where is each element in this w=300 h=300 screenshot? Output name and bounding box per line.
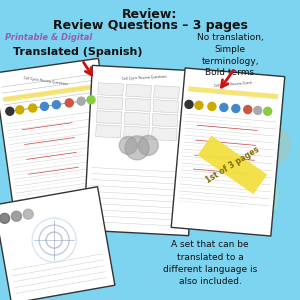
Polygon shape: [126, 84, 152, 98]
Circle shape: [222, 167, 278, 223]
Circle shape: [77, 97, 85, 105]
Polygon shape: [0, 58, 121, 232]
Circle shape: [119, 136, 137, 154]
Polygon shape: [154, 86, 179, 99]
Circle shape: [45, 165, 95, 215]
Text: Cell Cycle Review Quest...: Cell Cycle Review Quest...: [213, 80, 255, 88]
Polygon shape: [124, 112, 150, 125]
Polygon shape: [171, 68, 285, 236]
Circle shape: [87, 96, 95, 104]
Circle shape: [20, 145, 60, 185]
Circle shape: [90, 130, 130, 170]
Circle shape: [165, 120, 235, 190]
Text: No translation,
Simple
terminology,
Bold terms: No translation, Simple terminology, Bold…: [196, 33, 263, 77]
Circle shape: [138, 135, 158, 155]
Circle shape: [98, 123, 162, 187]
Text: Printable & Digital: Printable & Digital: [5, 33, 92, 42]
Text: Translated (Spanish): Translated (Spanish): [13, 47, 143, 57]
Text: Review:: Review:: [122, 8, 178, 21]
Polygon shape: [152, 128, 177, 141]
Circle shape: [210, 140, 270, 200]
Circle shape: [220, 103, 228, 112]
Polygon shape: [125, 98, 151, 112]
Polygon shape: [198, 136, 267, 194]
Circle shape: [23, 209, 33, 219]
Circle shape: [11, 211, 21, 221]
Polygon shape: [3, 85, 93, 102]
Text: Review Questions – 3 pages: Review Questions – 3 pages: [52, 19, 247, 32]
Circle shape: [40, 102, 49, 110]
Polygon shape: [97, 97, 123, 110]
Circle shape: [195, 101, 203, 109]
Circle shape: [52, 101, 60, 109]
Circle shape: [52, 122, 128, 198]
Text: A set that can be
translated to a
different language is
also included.: A set that can be translated to a differ…: [163, 240, 257, 286]
Polygon shape: [152, 114, 178, 127]
Circle shape: [132, 137, 188, 193]
Polygon shape: [153, 100, 178, 113]
Text: Cell Cycle Review Questions: Cell Cycle Review Questions: [122, 75, 167, 82]
Circle shape: [208, 102, 216, 110]
Circle shape: [244, 106, 252, 114]
Circle shape: [6, 107, 14, 115]
Circle shape: [250, 125, 290, 165]
Polygon shape: [96, 111, 122, 124]
Circle shape: [125, 136, 149, 160]
Polygon shape: [98, 83, 123, 96]
Polygon shape: [188, 86, 278, 99]
Polygon shape: [0, 187, 115, 300]
Circle shape: [63, 153, 107, 197]
Polygon shape: [96, 125, 121, 138]
Polygon shape: [84, 65, 197, 236]
Polygon shape: [124, 126, 149, 140]
Circle shape: [65, 99, 73, 107]
Text: 1st of 3 pages: 1st of 3 pages: [204, 145, 261, 185]
Circle shape: [153, 123, 197, 167]
Circle shape: [232, 104, 240, 112]
Circle shape: [28, 104, 37, 112]
Circle shape: [16, 106, 24, 114]
Circle shape: [0, 213, 10, 223]
Circle shape: [264, 107, 272, 115]
Text: Cell Cycle Review Questions: Cell Cycle Review Questions: [23, 76, 68, 86]
Circle shape: [254, 106, 262, 114]
Circle shape: [185, 100, 193, 108]
